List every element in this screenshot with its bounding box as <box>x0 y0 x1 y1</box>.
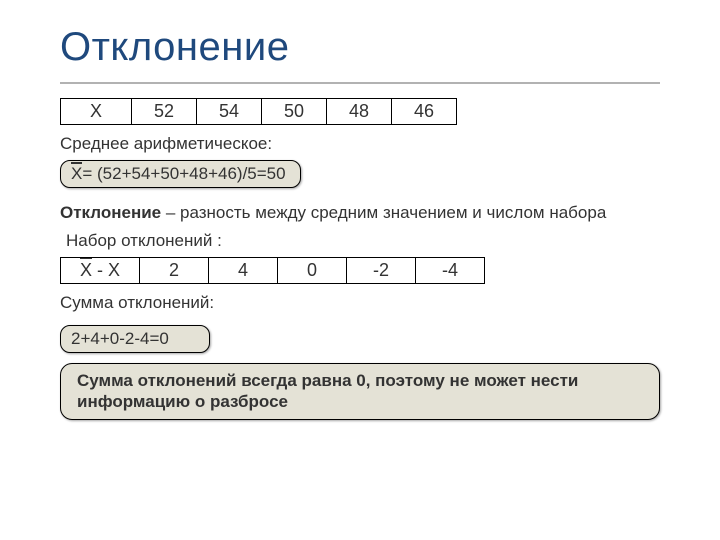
table-cell: 4 <box>209 257 278 283</box>
mean-formula-text: = (52+54+50+48+46)/5=50 <box>82 164 285 183</box>
table-cell: -4 <box>416 257 485 283</box>
table-cell: -2 <box>347 257 416 283</box>
title-divider <box>60 82 660 84</box>
data-table-values: X5254504846 <box>60 98 457 125</box>
table-cell: 50 <box>262 99 327 125</box>
x-bar-symbol: X <box>71 164 82 184</box>
data-table-deviations: X - X240-2-4 <box>60 257 485 284</box>
definition-text: – разность между средним значением и чис… <box>161 203 606 222</box>
table-cell: 52 <box>132 99 197 125</box>
conclusion-box: Сумма отклонений всегда равна 0, поэтому… <box>60 363 660 420</box>
mean-label: Среднее арифметическое: <box>60 133 660 154</box>
mean-formula-box: X= (52+54+50+48+46)/5=50 <box>60 160 301 188</box>
slide: Отклонение X5254504846 Среднее арифметич… <box>0 0 720 540</box>
sum-formula-text: 2+4+0-2-4=0 <box>71 329 169 348</box>
table-cell: 2 <box>140 257 209 283</box>
sum-formula-box: 2+4+0-2-4=0 <box>60 325 210 353</box>
x-bar-symbol: X <box>80 260 92 281</box>
sum-label: Сумма отклонений: <box>60 292 660 313</box>
table-cell: 0 <box>278 257 347 283</box>
deviation-set-label: Набор отклонений : <box>66 230 660 251</box>
definition-term: Отклонение <box>60 203 161 222</box>
table-header-cell: X - X <box>61 257 140 283</box>
table-cell: 54 <box>197 99 262 125</box>
table-cell: 48 <box>327 99 392 125</box>
definition-paragraph: Отклонение – разность между средним знач… <box>60 202 660 223</box>
table-cell: 46 <box>392 99 457 125</box>
header-rest: - X <box>92 260 120 280</box>
table-header-cell: X <box>61 99 132 125</box>
slide-title: Отклонение <box>60 25 660 70</box>
